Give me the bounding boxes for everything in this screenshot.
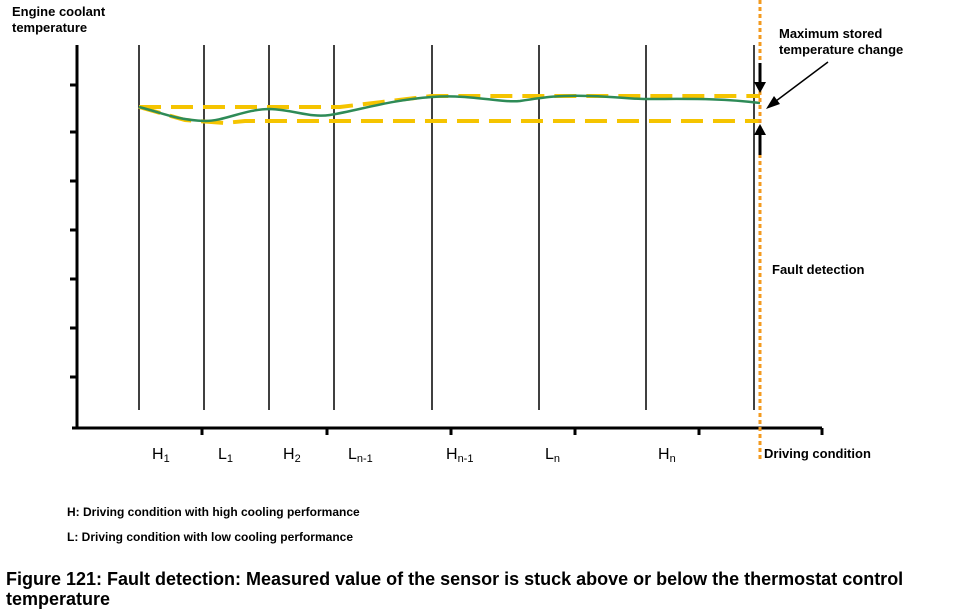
figure-caption: Figure 121: Fault detection: Measured va…	[6, 569, 904, 609]
upper-band-line	[139, 94, 760, 109]
segment-label-main: H	[283, 446, 295, 463]
fault-detection-label: Fault detection	[772, 262, 865, 277]
segment-label-main: H	[658, 446, 670, 463]
segment-label: Hn	[658, 446, 676, 465]
annotation-pointer-head	[766, 96, 780, 109]
y-axis-ticks	[70, 83, 77, 379]
segment-label: H1	[152, 446, 170, 465]
segment-label-main: L	[218, 446, 227, 463]
segment-label-sub: 2	[294, 453, 301, 465]
segment-label-main: L	[348, 446, 357, 463]
max-change-annotation: Maximum stored temperature change	[779, 26, 904, 57]
legend-l: L: Driving condition with low cooling pe…	[67, 530, 354, 544]
segment-label-sub: 1	[226, 453, 234, 465]
segment-label-sub: n-1	[356, 453, 373, 465]
arrow-up-head	[754, 124, 766, 135]
segment-label-sub: 1	[163, 453, 170, 465]
segment-label-main: H	[446, 446, 458, 463]
segment-label-sub: n	[669, 453, 676, 465]
segment-label: Ln	[545, 446, 560, 465]
y-axis-label: Engine coolant temperature	[12, 4, 106, 35]
segment-label: H2	[283, 446, 301, 465]
x-axis-ticks	[200, 428, 824, 435]
segment-label-sub: n-1	[457, 453, 474, 465]
measured-temperature-curve	[138, 94, 761, 123]
segment-label: Ln-1	[348, 446, 373, 465]
segment-label-sub: n	[553, 453, 561, 465]
segment-label-main: L	[545, 446, 554, 463]
legend-h: H: Driving condition with high cooling p…	[67, 505, 360, 519]
segment-label: L1	[218, 446, 233, 465]
segment-label-main: H	[152, 446, 164, 463]
x-axis-label: Driving condition	[764, 446, 871, 461]
segment-label: Hn-1	[446, 446, 473, 465]
annotation-pointer	[771, 61, 829, 105]
arrow-down-head	[754, 82, 766, 93]
